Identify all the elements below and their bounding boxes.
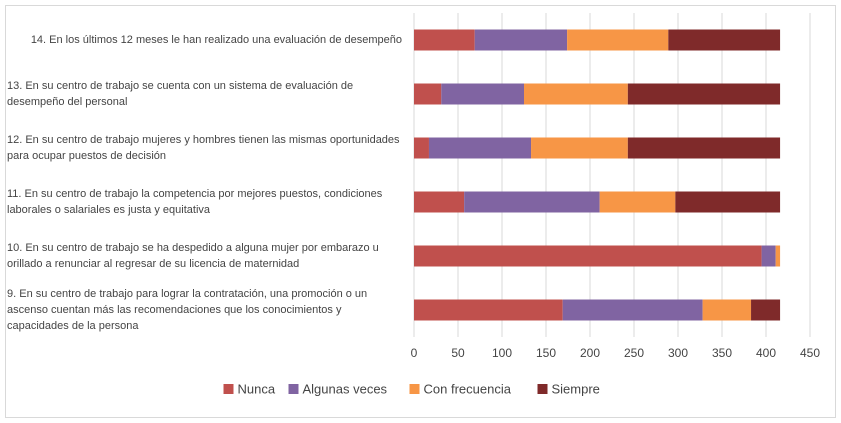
legend-swatch <box>288 384 299 394</box>
bar-segment <box>567 29 669 51</box>
y-tick-label: 10. En su centro de trabajo se ha desped… <box>7 242 379 270</box>
bar-segment <box>524 83 628 105</box>
bar-segment <box>441 83 524 105</box>
x-tick-label: 250 <box>624 346 644 360</box>
y-tick-label: 13. En su centro de trabajo se cuenta co… <box>7 80 354 108</box>
legend-label: Nunca <box>238 381 276 396</box>
bar-segment <box>414 299 563 321</box>
bar-segment <box>775 245 781 267</box>
bar-segment <box>428 137 532 159</box>
bar-segment <box>562 299 703 321</box>
bar-segment <box>414 137 429 159</box>
y-tick-label: 12. En su centro de trabajo mujeres y ho… <box>7 134 400 162</box>
bar-segment <box>414 83 442 105</box>
bar-segment <box>414 191 465 213</box>
legend-swatch <box>409 384 420 394</box>
bar-segment <box>531 137 628 159</box>
bar-segment <box>599 191 676 213</box>
x-tick-label: 300 <box>668 346 688 360</box>
x-tick-label: 200 <box>580 346 600 360</box>
bar-segment <box>414 245 762 267</box>
bar-segment <box>675 191 781 213</box>
y-tick-label: 11. En su centro de trabajo la competenc… <box>7 188 383 216</box>
bar-segment <box>761 245 776 267</box>
bar-segment <box>668 29 781 51</box>
legend-label: Siempre <box>552 381 600 396</box>
y-tick-label: 9. En su centro de trabajo para lograr l… <box>7 288 368 332</box>
bar-segment <box>474 29 568 51</box>
bar-segment <box>627 137 781 159</box>
x-tick-label: 0 <box>411 346 418 360</box>
bar-segment <box>702 299 752 321</box>
legend-swatch <box>537 384 548 394</box>
x-tick-label: 400 <box>756 346 776 360</box>
legend-swatch <box>223 384 234 394</box>
bar-segment <box>751 299 781 321</box>
y-tick-label: 14. En los últimos 12 meses le han reali… <box>30 34 402 46</box>
bar-segment <box>464 191 600 213</box>
x-tick-label: 450 <box>800 346 820 360</box>
x-tick-label: 350 <box>712 346 732 360</box>
x-tick-label: 100 <box>492 346 512 360</box>
bar-segment <box>627 83 781 105</box>
bar-segment <box>414 29 475 51</box>
legend-label: Con frecuencia <box>424 381 512 396</box>
x-tick-label: 150 <box>536 346 556 360</box>
legend-label: Algunas veces <box>303 381 388 396</box>
x-tick-label: 50 <box>451 346 465 360</box>
